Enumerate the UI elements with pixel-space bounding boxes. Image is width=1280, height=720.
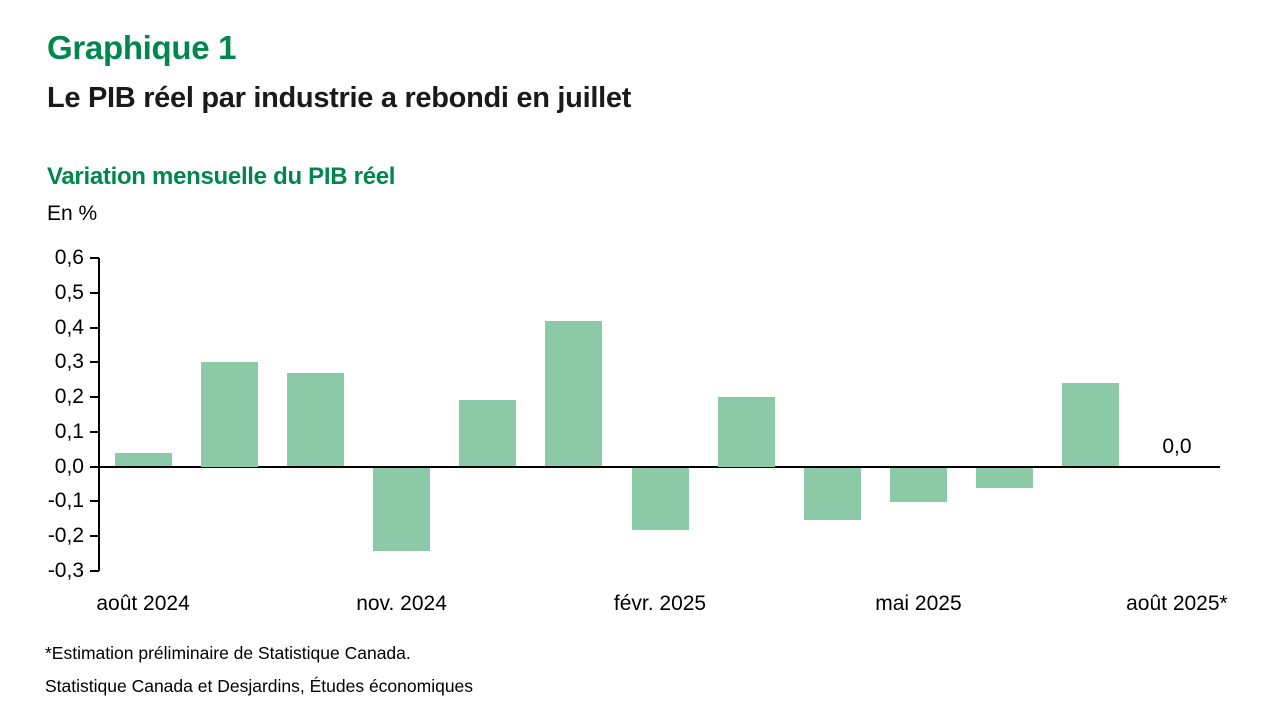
- bar-f-vr-2025: [631, 467, 689, 531]
- y-tick-label: -0,3: [47, 558, 84, 582]
- y-axis-unit-label: En %: [47, 202, 98, 225]
- y-tick-label: 0,4: [54, 315, 84, 339]
- x-tick-label: août 2024: [96, 592, 190, 615]
- y-axis-tick: [90, 465, 99, 468]
- y-axis-line: [98, 258, 100, 571]
- bar-d-c-2024: [459, 400, 517, 467]
- x-tick-label: févr. 2025: [613, 592, 707, 615]
- y-tick-label: 0,0: [54, 454, 84, 478]
- bar-oct-2024: [286, 372, 344, 467]
- y-tick-label: 0,2: [54, 385, 84, 408]
- x-tick-label: mai 2025: [875, 592, 962, 615]
- x-axis-zero-line: [100, 465, 1220, 468]
- zero-value-label: 0,0: [1162, 435, 1192, 458]
- footnote-estimation: *Estimation préliminaire de Statistique …: [45, 643, 411, 663]
- y-tick-label: 0,3: [54, 350, 84, 374]
- y-axis-tick: [90, 257, 99, 259]
- bar-mai-2025: [889, 467, 947, 503]
- x-tick-label: nov. 2024: [356, 592, 447, 615]
- page-title: Le PIB réel par industrie a rebondi en j…: [47, 82, 632, 114]
- x-tick-label: août 2025*: [1126, 592, 1228, 615]
- y-axis-tick: [90, 535, 99, 537]
- bar-janv-2025: [545, 320, 603, 467]
- y-axis-tick: [90, 326, 99, 329]
- bar-sept-2024: [200, 362, 258, 467]
- chart-subtitle: Variation mensuelle du PIB réel: [47, 163, 396, 190]
- y-axis-tick: [90, 396, 99, 398]
- bar-avr-2025: [803, 467, 861, 520]
- y-axis-tick: [90, 569, 99, 572]
- bar-ao-t-2024: [114, 452, 172, 467]
- y-axis-tick: [90, 430, 99, 433]
- y-axis-tick: [90, 500, 99, 503]
- bar-juil-2025: [1062, 383, 1120, 467]
- y-tick-label: 0,6: [54, 246, 84, 269]
- y-tick-label: 0,5: [54, 280, 84, 304]
- y-axis-tick: [90, 361, 99, 364]
- footnote-source: Statistique Canada et Desjardins, Études…: [45, 676, 474, 696]
- chart-number-title: Graphique 1: [47, 29, 237, 66]
- y-axis-tick: [90, 291, 99, 294]
- bar-mars-2025: [717, 397, 775, 467]
- y-tick-label: -0,1: [47, 489, 84, 513]
- y-tick-label: 0,1: [54, 419, 84, 443]
- y-tick-label: -0,2: [47, 524, 84, 547]
- bar-nov-2024: [373, 467, 431, 551]
- bar-juin-2025: [976, 467, 1034, 489]
